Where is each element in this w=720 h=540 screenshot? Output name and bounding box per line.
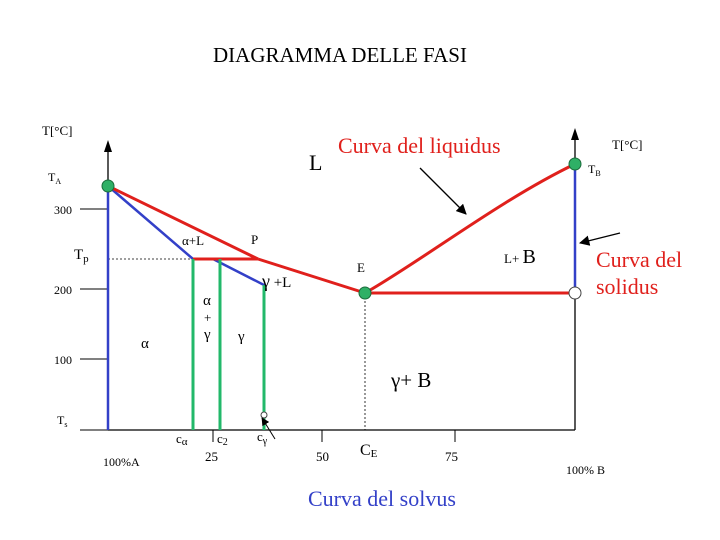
right-axis-arrow — [571, 128, 579, 140]
tick-label-25: 25 — [205, 449, 218, 464]
solidus-label-line2: solidus — [596, 274, 658, 299]
solidus-line — [107, 185, 266, 415]
left-axis-unit: T[°C] — [42, 123, 72, 138]
tick-label-200: 200 — [54, 283, 72, 297]
alpha-gamma-label-g: γ — [203, 327, 211, 343]
ta-marker — [101, 179, 115, 193]
solvus-label: Curva del solvus — [308, 486, 456, 511]
solidus-label-line1: Curva del — [596, 247, 682, 272]
gamma-label: γ — [237, 329, 245, 345]
gamma-b-label: γ+ B — [390, 368, 431, 392]
tb-marker — [568, 157, 582, 171]
liquidus-middle — [257, 257, 366, 295]
alpha-gamma-label-plus: + — [204, 310, 211, 325]
liquidus-right — [364, 162, 576, 295]
c-gamma-label: cγ — [257, 429, 268, 447]
diagram-title: DIAGRAMMA DELLE FASI — [213, 43, 467, 67]
gamma-l-label: γ +L — [261, 271, 291, 291]
ce-label: CE — [360, 442, 378, 460]
liquidus-label: Curva del liquidus — [338, 133, 501, 158]
eutectic-marker — [358, 286, 372, 300]
x-left-end-label: 100%A — [103, 455, 140, 469]
left-axis-arrow — [104, 140, 112, 152]
l-b-label: L+ B — [504, 246, 536, 268]
alpha-l-label: α+L — [182, 233, 204, 248]
tb-label: TB — [588, 162, 601, 178]
ts-label: Ts — [57, 413, 67, 429]
c-alpha-label: cα — [176, 431, 188, 448]
tp-label: Tp — [74, 247, 89, 265]
right-axis-unit: T[°C] — [612, 137, 642, 152]
alpha-gamma-label-a: α — [203, 293, 211, 309]
ta-label: TA — [48, 170, 61, 186]
solvus-end-marker — [260, 411, 268, 419]
liquidus-left — [107, 184, 259, 261]
solidus-arrow — [578, 232, 621, 246]
tick-label-300: 300 — [54, 203, 72, 217]
tick-label-50: 50 — [316, 449, 329, 464]
tick-label-100: 100 — [54, 353, 72, 367]
solvus-arrow — [261, 417, 276, 440]
b-eutectic-marker — [568, 286, 582, 300]
tick-label-75: 75 — [445, 449, 458, 464]
x-right-end-label: 100% B — [566, 463, 605, 477]
liquid-label: L — [309, 150, 322, 175]
point-p-label: P — [251, 232, 258, 247]
point-e-label: E — [357, 260, 365, 275]
liquidus-arrow — [419, 167, 467, 215]
c2-label: c2 — [217, 431, 228, 448]
alpha-label: α — [141, 336, 149, 352]
